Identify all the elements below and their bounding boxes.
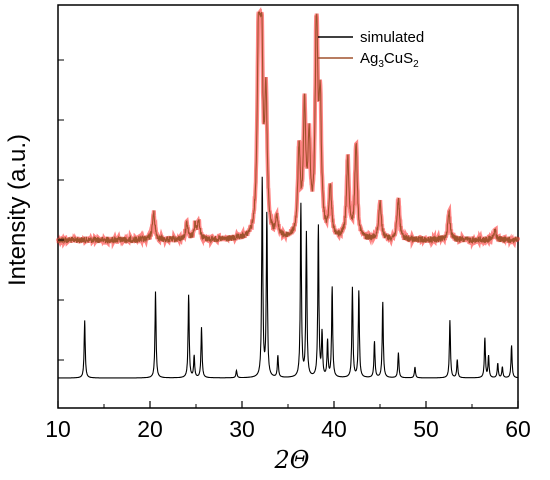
x-axis-title: 2Θ [274,446,310,474]
x-tick-label-20: 20 [137,416,163,442]
x-tick-label-30: 30 [229,416,255,442]
x-tick-label-10: 10 [45,416,71,442]
legend-label-simulated: simulated [360,29,424,46]
legend: simulated Ag3CuS2 [318,29,424,70]
series-line-ag3cus2 [57,10,519,245]
series-layer [56,7,520,379]
x-tick-label-40: 40 [321,416,347,442]
legend-label-ag3cus2: Ag3CuS2 [360,50,419,70]
y-axis-title: Intensity (a.u.) [4,134,31,286]
x-tick-label-50: 50 [413,416,439,442]
plot-frame [57,4,519,409]
x-axis-ticks: 10 20 30 40 50 60 [45,59,531,442]
x-tick-label-60: 60 [505,416,531,442]
series-line-simulated [58,176,518,379]
